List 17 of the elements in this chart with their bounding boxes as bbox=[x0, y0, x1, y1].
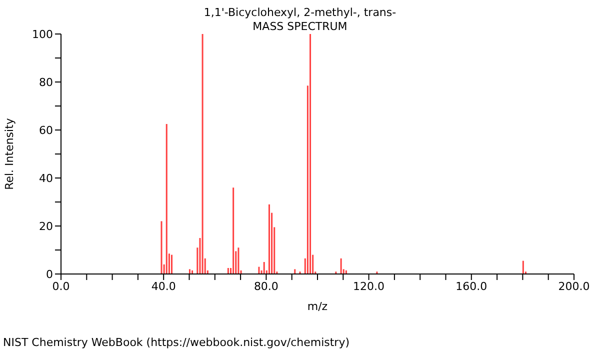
x-tick-label: 200.0 bbox=[558, 280, 590, 293]
y-tick-label: 100 bbox=[32, 28, 53, 41]
y-tick-label: 40 bbox=[39, 172, 53, 185]
x-tick-label: 120.0 bbox=[353, 280, 385, 293]
x-tick-label: 80.0 bbox=[254, 280, 278, 293]
chart-subtitle: MASS SPECTRUM bbox=[252, 20, 348, 33]
y-tick-label: 80 bbox=[39, 76, 53, 89]
text: NIST Chemistry WebBook (https://webbook.nist.gov/chemistry) bbox=[2, 336, 350, 349]
x-axis-title: m/z bbox=[307, 300, 328, 313]
y-tick-label: 60 bbox=[39, 124, 53, 137]
y-tick-label: 0 bbox=[46, 268, 53, 281]
x-tick-label: 160.0 bbox=[456, 280, 488, 293]
x-tick-label: 0.0 bbox=[52, 280, 70, 293]
y-tick-label: 20 bbox=[39, 220, 53, 233]
y-axis-title: Rel. Intensity bbox=[2, 118, 16, 190]
chart-title: 1,1'-Bicyclohexyl, 2-methyl-, trans- bbox=[202, 5, 398, 20]
x-tick-label: 40.0 bbox=[151, 280, 176, 293]
